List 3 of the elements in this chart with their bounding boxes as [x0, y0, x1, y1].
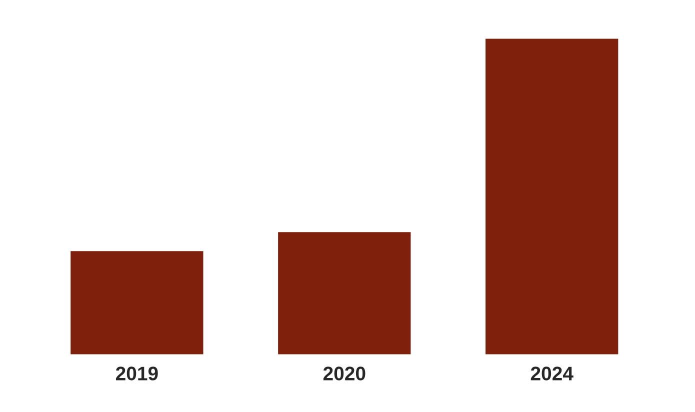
- x-tick-label: 2019: [116, 366, 158, 380]
- x-tick-label: 2020: [323, 366, 366, 380]
- x-tick-label: 2024: [530, 366, 574, 380]
